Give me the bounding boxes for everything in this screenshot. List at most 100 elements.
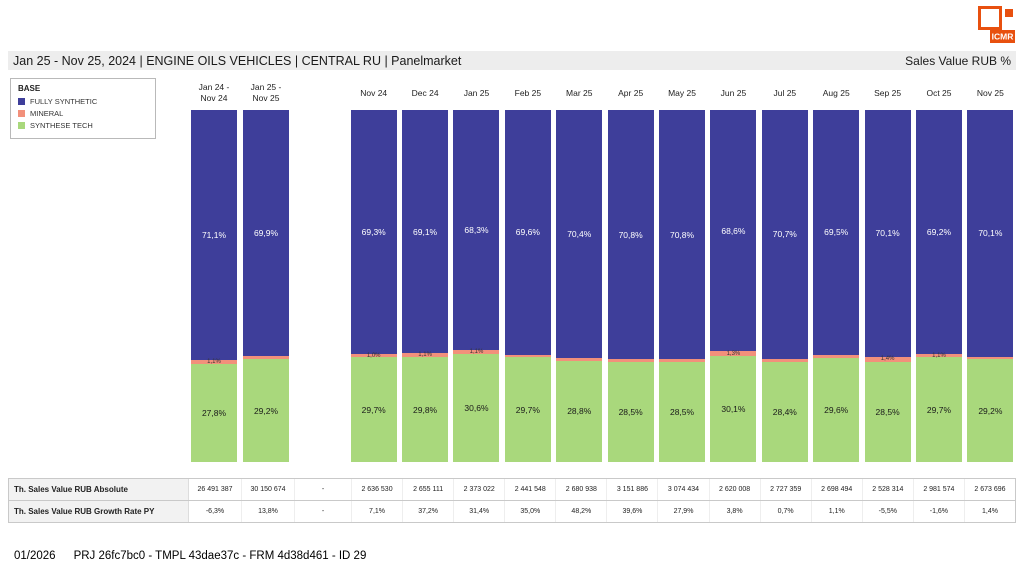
- bar-column-11: Jul 25 70,7% 28,4%: [759, 76, 810, 462]
- segment-fully-synthetic[interactable]: 69,6%: [504, 110, 551, 355]
- segment-synthese-tech[interactable]: 29,2%: [967, 359, 1014, 462]
- table-cell: 31,4%: [454, 501, 506, 522]
- table-cell: 37,2%: [403, 501, 455, 522]
- table-row-1: Th. Sales Value RUB Absolute 26 491 387 30…: [8, 479, 1016, 501]
- segment-fully-synthetic[interactable]: 69,5%: [813, 110, 860, 355]
- segment-fully-synthetic[interactable]: 68,6%: [710, 110, 757, 352]
- segment-mineral[interactable]: 1,3%: [710, 351, 757, 357]
- segment-mineral[interactable]: [813, 354, 860, 358]
- legend-item-mineral: MINERAL: [18, 109, 148, 118]
- segment-fully-synthetic[interactable]: 71,1%: [191, 110, 237, 361]
- table-cell: 7,1%: [352, 501, 404, 522]
- segment-value-label: 29,2%: [978, 405, 1003, 416]
- stacked-bar[interactable]: 71,1% 1,1% 27,8%: [191, 110, 237, 462]
- stacked-bar[interactable]: 70,8% 28,5%: [607, 110, 654, 462]
- stacked-bar[interactable]: 69,2% 1,1% 29,7%: [915, 110, 962, 462]
- segment-fully-synthetic[interactable]: 70,1%: [967, 110, 1014, 357]
- segment-fully-synthetic[interactable]: 70,1%: [864, 110, 911, 357]
- segment-mineral[interactable]: [761, 358, 808, 363]
- column-header: Nov 25: [976, 87, 1004, 98]
- segment-synthese-tech[interactable]: 28,4%: [761, 362, 808, 462]
- segment-synthese-tech[interactable]: 28,5%: [659, 361, 706, 462]
- stacked-bar[interactable]: 69,6% 29,7%: [504, 110, 551, 462]
- segment-synthese-tech[interactable]: 29,8%: [402, 357, 449, 462]
- segment-synthese-tech[interactable]: 30,1%: [710, 356, 757, 462]
- segment-value-label: 29,7%: [926, 404, 952, 415]
- segment-mineral[interactable]: [659, 359, 706, 362]
- segment-mineral[interactable]: 1,4%: [864, 356, 911, 362]
- segment-value-label: 70,4%: [567, 228, 592, 239]
- bar-column-15: Nov 25 70,1% 29,2%: [965, 76, 1016, 462]
- column-header: Nov 24: [360, 87, 388, 98]
- segment-value-label: 29,2%: [253, 405, 279, 416]
- stacked-bar[interactable]: 68,3% 1,1% 30,6%: [453, 110, 500, 462]
- segment-fully-synthetic[interactable]: 69,9%: [243, 110, 289, 357]
- segment-mineral[interactable]: [504, 354, 551, 358]
- table-row-label: Th. Sales Value RUB Absolute: [9, 479, 189, 500]
- segment-synthese-tech[interactable]: 29,7%: [350, 357, 397, 462]
- bar-column-9: May 25 70,8% 28,5%: [656, 76, 707, 462]
- icmr-logo-mark: ICMR: [978, 6, 1015, 43]
- segment-value-label: 69,2%: [926, 226, 952, 237]
- legend-label: FULLY SYNTHETIC: [30, 97, 98, 106]
- table-cell: -1,6%: [914, 501, 965, 522]
- table-cell: 2 673 696: [974, 486, 1006, 493]
- segment-synthese-tech[interactable]: 29,2%: [243, 359, 289, 462]
- legend-box: BASE FULLY SYNTHETIC MINERAL SYNTHESE TE…: [10, 78, 156, 139]
- segment-fully-synthetic[interactable]: 68,3%: [453, 110, 500, 351]
- stacked-bar[interactable]: 69,1% 1,1% 29,8%: [402, 110, 449, 462]
- segment-mineral[interactable]: 1,0%: [350, 353, 397, 359]
- segment-value-label: 70,1%: [978, 228, 1003, 239]
- segment-fully-synthetic[interactable]: 69,3%: [350, 110, 397, 354]
- segment-fully-synthetic[interactable]: 70,7%: [761, 110, 808, 359]
- bar-column-3: Nov 24 69,3% 1,0% 29,7%: [348, 76, 399, 462]
- stacked-bar[interactable]: 69,9% 29,2%: [243, 110, 289, 462]
- segment-mineral[interactable]: 1,1%: [915, 352, 962, 359]
- segment-synthese-tech[interactable]: 27,8%: [191, 364, 237, 462]
- column-header: Jun 25: [720, 87, 747, 98]
- segment-synthese-tech[interactable]: 28,8%: [556, 360, 603, 462]
- stacked-bar[interactable]: 68,6% 1,3% 30,1%: [710, 110, 757, 462]
- segment-value-label: 68,3%: [464, 225, 489, 236]
- stacked-bar[interactable]: 69,5% 29,6%: [813, 110, 860, 462]
- bar-column-10: Jun 25 68,6% 1,3% 30,1%: [708, 76, 759, 462]
- stacked-bar[interactable]: 70,1% 1,4% 28,5%: [864, 110, 911, 462]
- segment-synthese-tech[interactable]: 28,5%: [864, 361, 911, 462]
- segment-mineral[interactable]: 1,1%: [402, 352, 449, 358]
- table-cell: 3,8%: [710, 501, 761, 522]
- stacked-bar[interactable]: 69,3% 1,0% 29,7%: [350, 110, 397, 462]
- logo-square-outline: [978, 6, 1002, 30]
- segment-mineral[interactable]: 1,1%: [191, 359, 237, 365]
- data-table: Th. Sales Value RUB Absolute 26 491 387 30…: [8, 478, 1016, 523]
- table-cell: 26 491 387: [189, 479, 242, 500]
- logo-text-box: [990, 30, 1015, 43]
- segment-synthese-tech[interactable]: 30,6%: [453, 354, 500, 462]
- legend-label: MINERAL: [30, 109, 64, 118]
- chart-gap: [292, 76, 348, 462]
- segment-value-label: 28,5%: [618, 406, 643, 417]
- segment-mineral[interactable]: [607, 359, 654, 362]
- segment-fully-synthetic[interactable]: 69,1%: [402, 110, 449, 354]
- segment-value-label: 28,5%: [669, 406, 695, 417]
- segment-fully-synthetic[interactable]: 70,8%: [659, 110, 706, 360]
- table-cell: 1,1%: [812, 501, 863, 522]
- segment-synthese-tech[interactable]: 29,7%: [504, 357, 551, 462]
- segment-synthese-tech[interactable]: 28,5%: [607, 361, 654, 462]
- segment-value-label: 29,6%: [824, 404, 849, 415]
- segment-mineral[interactable]: [556, 357, 603, 361]
- stacked-bar[interactable]: 70,4% 28,8%: [556, 110, 603, 462]
- segment-value-label: 1,1%: [932, 352, 946, 359]
- segment-fully-synthetic[interactable]: 70,4%: [556, 110, 603, 358]
- segment-mineral[interactable]: [967, 356, 1014, 360]
- stacked-bar[interactable]: 70,8% 28,5%: [659, 110, 706, 462]
- segment-mineral[interactable]: 1,1%: [453, 349, 500, 355]
- segment-synthese-tech[interactable]: 29,6%: [813, 357, 860, 462]
- segment-fully-synthetic[interactable]: 70,8%: [607, 110, 654, 360]
- stacked-bar[interactable]: 70,1% 29,2%: [967, 110, 1014, 462]
- segment-synthese-tech[interactable]: 29,7%: [915, 357, 962, 462]
- segment-mineral[interactable]: [243, 356, 289, 360]
- segment-fully-synthetic[interactable]: 69,2%: [915, 110, 962, 354]
- table-cell: 27,9%: [658, 501, 710, 522]
- stacked-bar[interactable]: 70,7% 28,4%: [761, 110, 808, 462]
- table-cell: 2 698 494: [812, 479, 863, 500]
